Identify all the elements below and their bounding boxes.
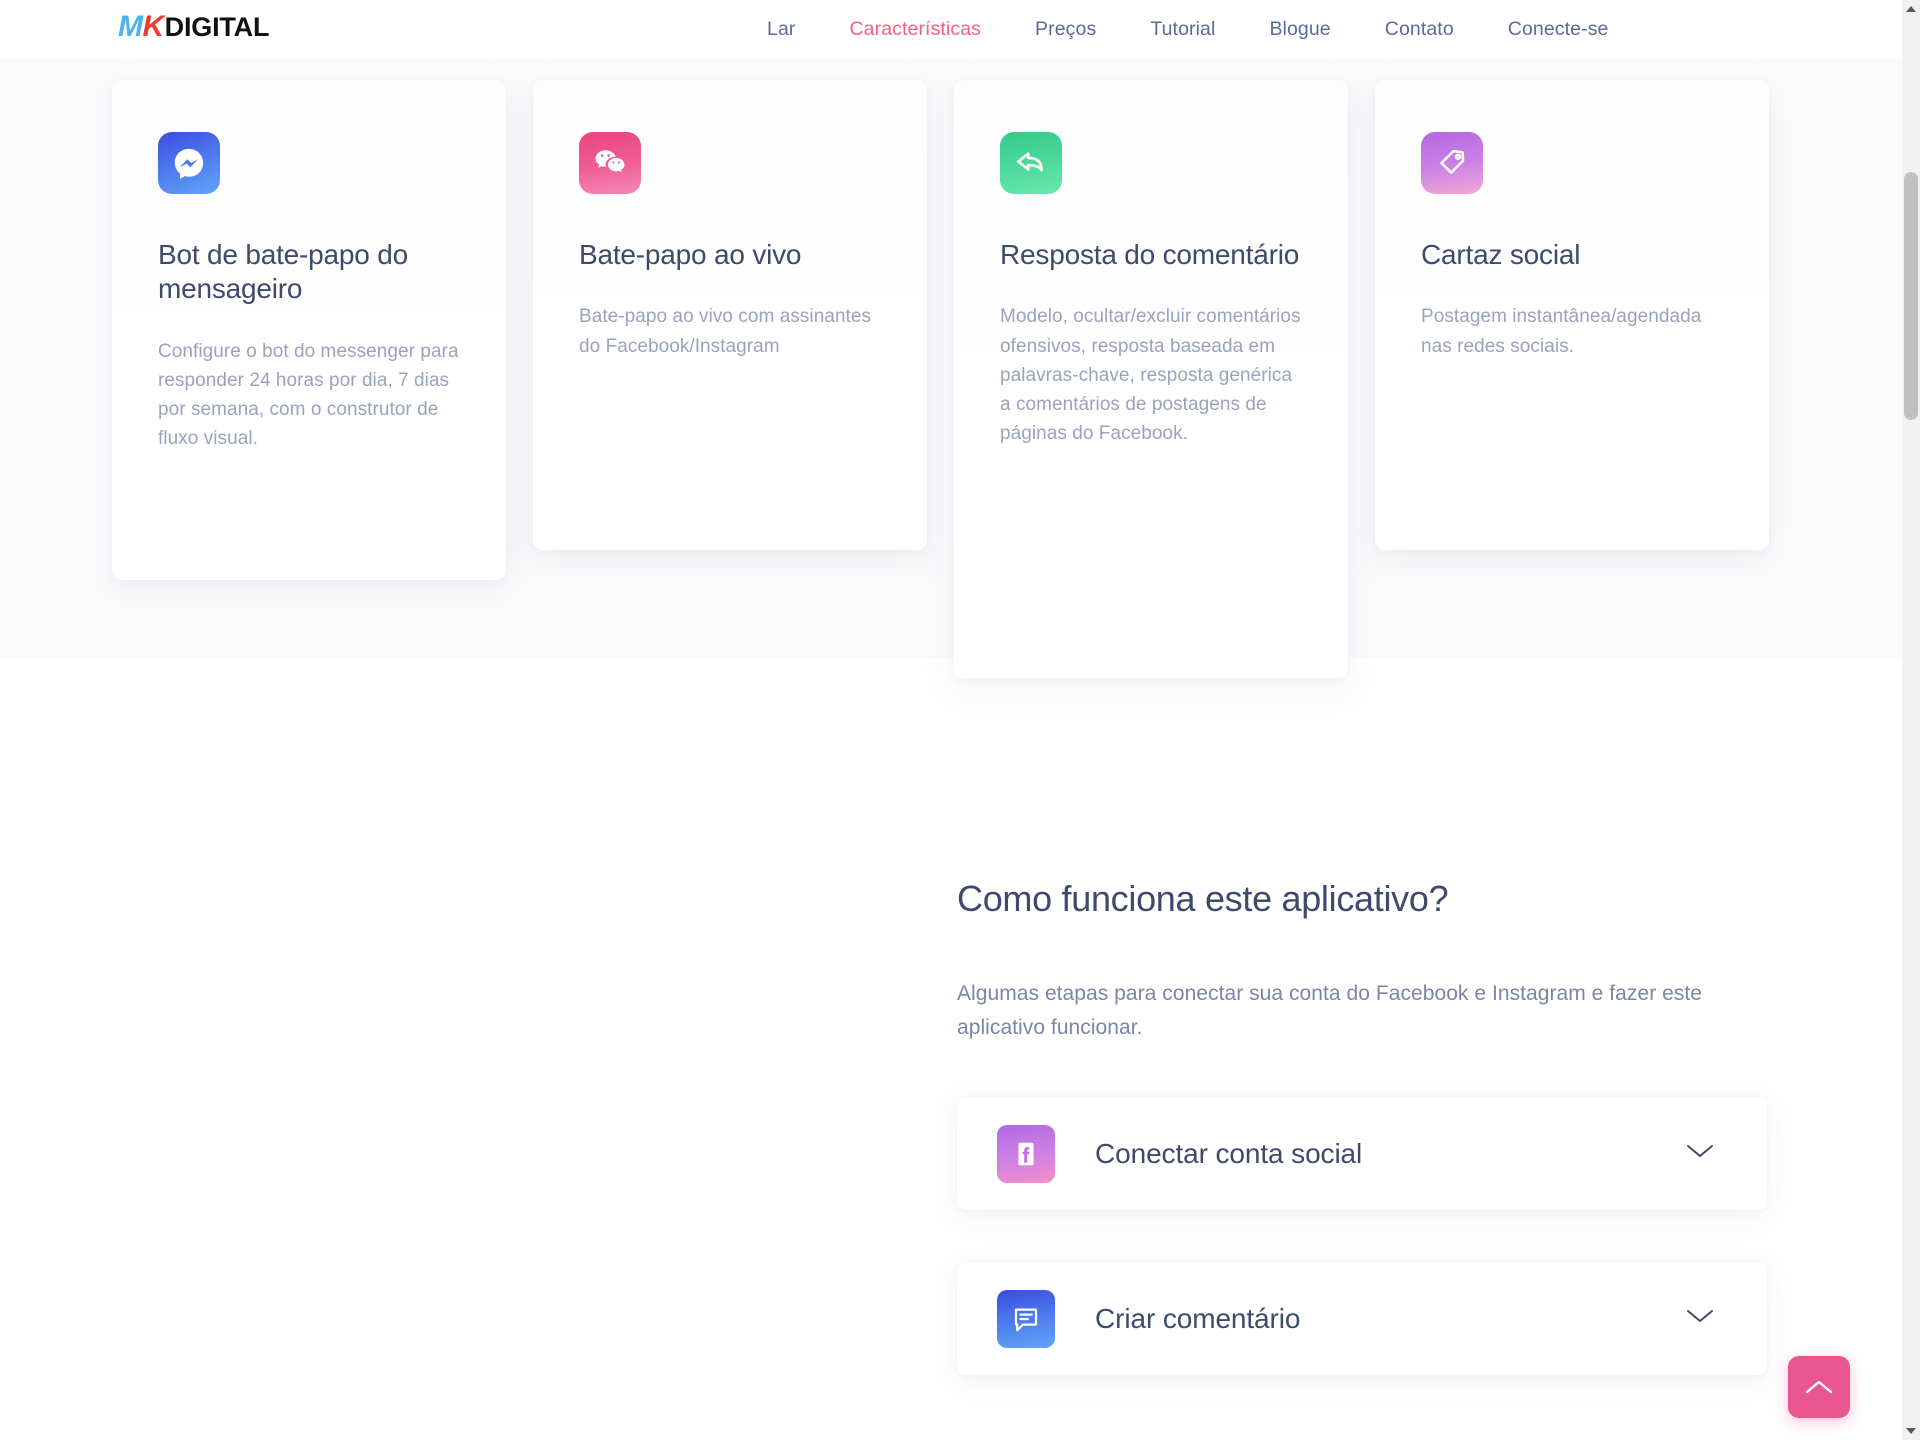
logo-letter-m: M	[118, 10, 143, 43]
chevron-down-icon[interactable]	[1685, 1142, 1715, 1165]
nav-item-tutorial[interactable]: Tutorial	[1150, 17, 1216, 40]
feature-card-title: Bate-papo ao vivo	[579, 239, 802, 270]
feature-card-text: Postagem instantânea/agendada nas redes …	[1421, 306, 1702, 357]
feature-card-title: Bot de bate-papo do mensageiro	[158, 239, 408, 305]
scroll-to-top-button[interactable]	[1788, 1356, 1850, 1418]
feature-card-live-chat[interactable]: Bate-papo ao vivo Bate-papo ao vivo com …	[533, 80, 927, 550]
how-it-works-subtitle: Algumas etapas para conectar sua conta d…	[957, 982, 1703, 1040]
reply-arrow-icon	[1000, 132, 1062, 194]
comment-icon	[997, 1289, 1055, 1348]
nav-item-blogue[interactable]: Blogue	[1269, 17, 1331, 40]
nav-item-contato[interactable]: Contato	[1384, 17, 1454, 40]
feature-card-text: Modelo, ocultar/excluir comentários ofen…	[1000, 306, 1301, 444]
nav-item-caracteristicas[interactable]: Características	[849, 17, 982, 40]
chevron-down-icon[interactable]	[1685, 1307, 1715, 1330]
messenger-icon	[158, 132, 220, 194]
chevron-up-icon	[1805, 1380, 1833, 1394]
features-section: Bot de bate-papo do mensageiro Configure…	[0, 58, 1902, 678]
triangle-down-icon	[1906, 1428, 1916, 1434]
how-it-works-title: Como funciona este aplicativo?	[957, 878, 1449, 919]
scrollbar-up-button[interactable]	[1902, 0, 1920, 18]
tag-icon	[1421, 132, 1483, 194]
brand-logo[interactable]: M K DIGITAL	[118, 12, 269, 42]
feature-card-title: Cartaz social	[1421, 239, 1581, 270]
scrollbar-down-button[interactable]	[1902, 1422, 1920, 1440]
triangle-up-icon	[1906, 6, 1916, 12]
how-it-works-content: Como funciona este aplicativo? Algumas e…	[957, 878, 1777, 1427]
feature-card-title: Resposta do comentário	[1000, 239, 1300, 270]
accordion-label: Conectar conta social	[1095, 1137, 1363, 1169]
logo-word-digital: DIGITAL	[164, 12, 270, 42]
main-nav: Lar Características Preços Tutorial Blog…	[740, 0, 1635, 58]
nav-item-lar[interactable]: Lar	[767, 17, 796, 40]
nav-item-conecte-se[interactable]: Conecte-se	[1507, 17, 1609, 40]
feature-card-text: Bate-papo ao vivo com assinantes do Face…	[579, 306, 872, 357]
feature-card-social-poster[interactable]: Cartaz social Postagem instantânea/agend…	[1375, 80, 1769, 550]
accordion-item-create-comment[interactable]: Criar comentário	[957, 1262, 1767, 1376]
top-navbar: M K DIGITAL Lar Características Preços Tut…	[0, 0, 1902, 58]
how-it-works-section: 9:41 Email Campaigns Ov	[0, 790, 1902, 1440]
nav-item-precos[interactable]: Preços	[1035, 17, 1097, 40]
logo-letter-k: K	[142, 10, 165, 43]
accordion-label: Criar comentário	[1095, 1302, 1301, 1334]
page-scrollbar[interactable]	[1902, 0, 1920, 1440]
wechat-icon	[579, 132, 641, 194]
accordion-item-connect-social-account[interactable]: Conectar conta social	[957, 1097, 1767, 1211]
feature-card-text: Configure o bot do messenger para respon…	[158, 340, 459, 450]
facebook-icon	[997, 1124, 1055, 1183]
feature-card-messenger-bot[interactable]: Bot de bate-papo do mensageiro Configure…	[112, 80, 506, 580]
feature-card-comment-reply[interactable]: Resposta do comentário Modelo, ocultar/e…	[954, 80, 1348, 678]
scrollbar-thumb[interactable]	[1904, 172, 1918, 420]
